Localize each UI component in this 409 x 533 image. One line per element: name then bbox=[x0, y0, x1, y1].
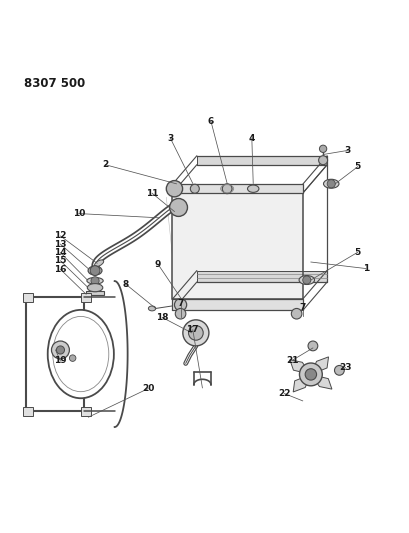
Text: 13: 13 bbox=[54, 240, 67, 248]
Text: 5: 5 bbox=[354, 162, 360, 171]
Ellipse shape bbox=[247, 185, 258, 192]
Circle shape bbox=[69, 355, 76, 361]
Text: 8307 500: 8307 500 bbox=[24, 77, 85, 90]
Text: 3: 3 bbox=[167, 134, 173, 143]
Ellipse shape bbox=[298, 276, 314, 285]
Text: 14: 14 bbox=[54, 248, 67, 257]
Text: 22: 22 bbox=[277, 389, 290, 398]
Bar bbox=[172, 193, 302, 299]
Text: 8: 8 bbox=[122, 279, 128, 288]
Bar bbox=[172, 193, 302, 299]
Ellipse shape bbox=[323, 179, 338, 188]
Circle shape bbox=[90, 265, 100, 276]
Text: 17: 17 bbox=[186, 325, 199, 334]
Text: 9: 9 bbox=[155, 260, 161, 269]
Circle shape bbox=[188, 326, 203, 340]
Bar bbox=[23, 293, 33, 302]
Text: 16: 16 bbox=[54, 265, 67, 274]
Bar bbox=[196, 156, 326, 165]
Bar bbox=[172, 184, 302, 193]
Ellipse shape bbox=[87, 284, 103, 292]
Text: 10: 10 bbox=[72, 209, 85, 218]
Text: 4: 4 bbox=[248, 134, 254, 143]
Circle shape bbox=[166, 181, 182, 197]
Text: 20: 20 bbox=[142, 384, 154, 393]
Text: 7: 7 bbox=[177, 298, 183, 308]
Circle shape bbox=[334, 366, 344, 375]
Ellipse shape bbox=[148, 306, 155, 311]
Ellipse shape bbox=[88, 266, 102, 275]
Text: 23: 23 bbox=[338, 363, 351, 372]
Polygon shape bbox=[289, 360, 310, 374]
Polygon shape bbox=[310, 357, 328, 374]
Bar bbox=[23, 407, 33, 416]
Circle shape bbox=[182, 320, 209, 346]
Circle shape bbox=[171, 183, 181, 194]
Circle shape bbox=[56, 346, 64, 354]
Circle shape bbox=[304, 369, 316, 380]
Text: 12: 12 bbox=[54, 231, 67, 240]
Circle shape bbox=[302, 276, 310, 284]
Circle shape bbox=[169, 198, 187, 216]
Circle shape bbox=[91, 277, 99, 285]
Polygon shape bbox=[310, 374, 331, 389]
Text: 11: 11 bbox=[146, 189, 158, 198]
Text: 2: 2 bbox=[102, 160, 108, 169]
Text: 19: 19 bbox=[54, 357, 67, 366]
Circle shape bbox=[174, 298, 186, 311]
Ellipse shape bbox=[47, 310, 114, 398]
Text: 3: 3 bbox=[344, 146, 350, 155]
Circle shape bbox=[319, 145, 326, 152]
Polygon shape bbox=[292, 374, 310, 392]
Circle shape bbox=[291, 309, 301, 319]
Bar bbox=[196, 271, 326, 282]
Circle shape bbox=[175, 309, 185, 319]
Ellipse shape bbox=[94, 260, 103, 266]
Bar bbox=[172, 299, 302, 311]
Text: 21: 21 bbox=[285, 356, 298, 365]
Circle shape bbox=[190, 184, 199, 193]
Circle shape bbox=[326, 180, 335, 188]
Circle shape bbox=[52, 341, 69, 359]
Bar bbox=[81, 293, 91, 302]
Text: 5: 5 bbox=[354, 248, 360, 257]
Circle shape bbox=[222, 184, 231, 193]
Circle shape bbox=[318, 156, 327, 165]
Ellipse shape bbox=[87, 278, 103, 284]
Text: 18: 18 bbox=[155, 313, 168, 322]
Bar bbox=[81, 407, 91, 416]
Text: 7: 7 bbox=[299, 303, 305, 312]
Circle shape bbox=[299, 363, 321, 386]
Text: 1: 1 bbox=[362, 264, 368, 273]
Text: 6: 6 bbox=[207, 117, 214, 126]
Bar bbox=[86, 291, 104, 295]
Circle shape bbox=[307, 341, 317, 351]
Text: 15: 15 bbox=[54, 256, 67, 265]
